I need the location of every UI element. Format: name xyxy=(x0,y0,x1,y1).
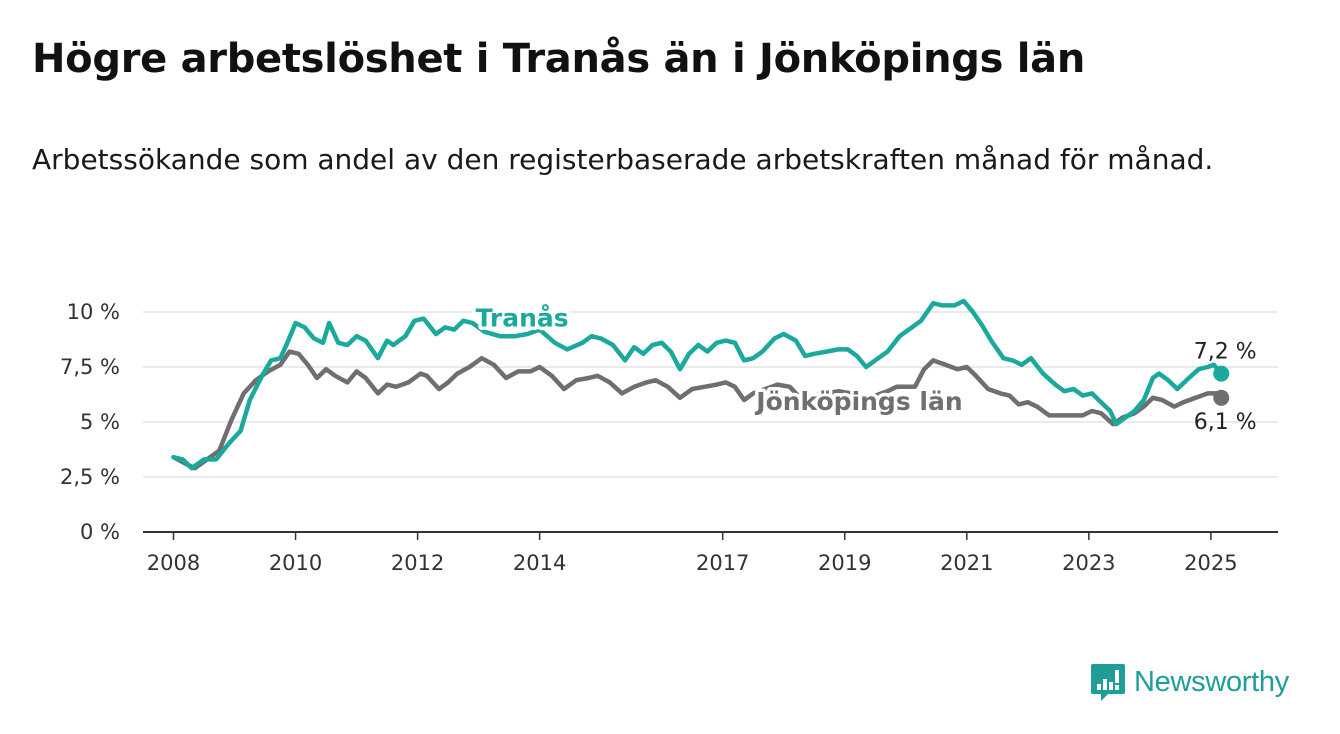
series-label-jonkoping: Jönköpings län xyxy=(754,387,962,416)
series-line-tranas xyxy=(171,298,1224,471)
newsworthy-logo-icon xyxy=(1091,664,1125,701)
y-tick-label: 2,5 % xyxy=(60,465,120,489)
series-line-jonkoping xyxy=(171,349,1224,471)
x-tick-label: 2017 xyxy=(696,551,749,575)
y-tick-label: 7,5 % xyxy=(60,355,120,379)
series-lines xyxy=(171,298,1230,471)
series-end-point-jonkoping xyxy=(1213,389,1230,406)
series-labels: Tranås Jönköpings län 7,2 % 6,1 % xyxy=(472,300,1257,435)
y-tick-label: 10 % xyxy=(67,300,120,324)
brand-name: Newsworthy xyxy=(1134,665,1289,698)
x-tick-label: 2012 xyxy=(391,551,444,575)
x-tick-label: 2010 xyxy=(269,551,322,575)
y-tick-label: 5 % xyxy=(80,410,120,434)
x-tick-label: 2008 xyxy=(147,551,200,575)
x-axis: 2008 2010 2012 2014 2017 2019 2021 2023 2025 xyxy=(143,531,1278,575)
x-tick-label: 2019 xyxy=(818,551,871,575)
x-tick-label: 2021 xyxy=(940,551,993,575)
grid-lines: 0 % 2,5 % 5 % 7,5 % 10 % xyxy=(60,300,1278,544)
x-tick-label: 2014 xyxy=(513,551,566,575)
x-tick-label: 2025 xyxy=(1184,551,1237,575)
end-value-label-tranas: 7,2 % xyxy=(1194,340,1257,365)
series-end-point-tranas xyxy=(1213,365,1230,382)
end-value-label-jonkoping: 6,1 % xyxy=(1194,410,1257,435)
series-label-tranas: Tranås xyxy=(476,303,569,332)
y-tick-label: 0 % xyxy=(80,520,120,544)
brand-logo: Newsworthy xyxy=(1090,662,1289,702)
chart-title: Högre arbetslöshet i Tranås än i Jönköpi… xyxy=(32,36,1086,82)
chart-subtitle: Arbetssökande som andel av den registerb… xyxy=(32,143,1214,176)
x-tick-label: 2023 xyxy=(1062,551,1115,575)
